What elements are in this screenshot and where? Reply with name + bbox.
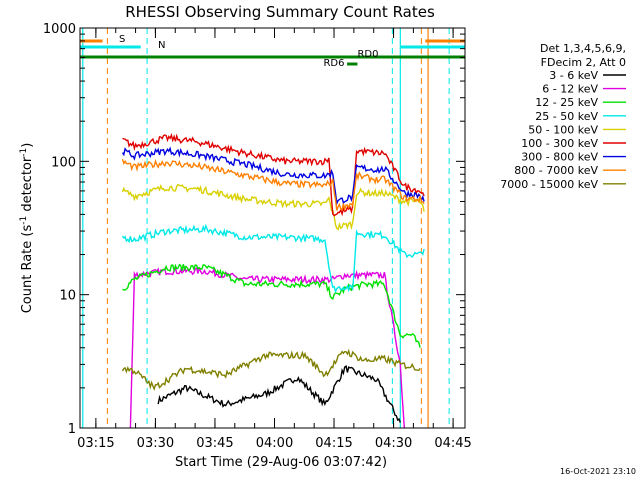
legend-entry-label: 7000 - 15000 keV [500, 178, 598, 191]
annotation-label: RD6 [323, 58, 344, 69]
x-axis-label: Start Time (29-Aug-06 03:07:42) [175, 455, 387, 470]
y-axis-label-main: Count Rate (s [20, 225, 35, 314]
annotation-label: RD0 [357, 49, 378, 60]
x-tick-label: 03:30 [137, 436, 174, 451]
plot-frame [79, 27, 466, 429]
legend-header-1: Det 1,3,4,5,6,9, [540, 42, 626, 55]
y-axis-label-sup1: -1 [19, 216, 29, 225]
x-tick-label: 03:15 [77, 436, 114, 451]
y-tick-label: 10 [59, 289, 76, 304]
series-line [121, 146, 425, 206]
annotation-label: N [158, 40, 165, 51]
y-axis-label-mid: detector [20, 156, 35, 216]
x-tick-label: 04:45 [434, 436, 471, 451]
series-line [121, 348, 421, 391]
chart-title: RHESSI Observing Summary Count Rates [125, 3, 435, 21]
y-tick-label: 1000 [43, 22, 76, 37]
y-tick-label: 100 [51, 155, 76, 170]
legend-entry-label: 6 - 12 keV [542, 83, 598, 96]
legend-entry-label: 3 - 6 keV [549, 69, 598, 82]
x-axis: 03:15 03:30 03:45 04:00 04:15 04:30 04:45 [77, 28, 472, 451]
x-tick-label: 04:15 [315, 436, 352, 451]
series-line [121, 223, 425, 294]
legend-header-2: FDecim 2, Att 0 [541, 56, 626, 69]
x-tick-label: 04:30 [375, 436, 412, 451]
series-line [122, 263, 421, 348]
legend-entry-label: 25 - 50 keV [535, 110, 598, 123]
x-tick-label: 04:00 [256, 436, 293, 451]
y-axis: 1 10 100 1000 [43, 22, 465, 437]
y-axis-label-end: ) [20, 143, 35, 148]
series-line [157, 365, 401, 423]
plot-area: S N RD0 RD6 [80, 28, 465, 429]
x-tick-label: 03:45 [196, 436, 233, 451]
annotation-label: S [119, 34, 125, 45]
y-axis-label: Count Rate (s-1 detector-1) [19, 143, 35, 314]
timestamp: 16-Oct-2021 23:10 [560, 467, 636, 476]
legend-entry-label: 800 - 7000 keV [514, 164, 598, 177]
legend-entry-label: 300 - 800 keV [521, 151, 598, 164]
legend-entry-label: 12 - 25 keV [535, 96, 598, 109]
series-line [121, 158, 425, 212]
legend: Det 1,3,4,5,6,9, FDecim 2, Att 0 3 - 6 k… [500, 42, 626, 191]
y-tick-label: 1 [68, 422, 76, 437]
series-line [129, 265, 405, 429]
series-line [122, 133, 425, 217]
y-axis-label-sup2: -1 [19, 148, 29, 157]
series-line [121, 183, 425, 231]
legend-entry-label: 50 - 100 keV [528, 123, 598, 136]
legend-entry-label: 100 - 300 keV [521, 137, 598, 150]
